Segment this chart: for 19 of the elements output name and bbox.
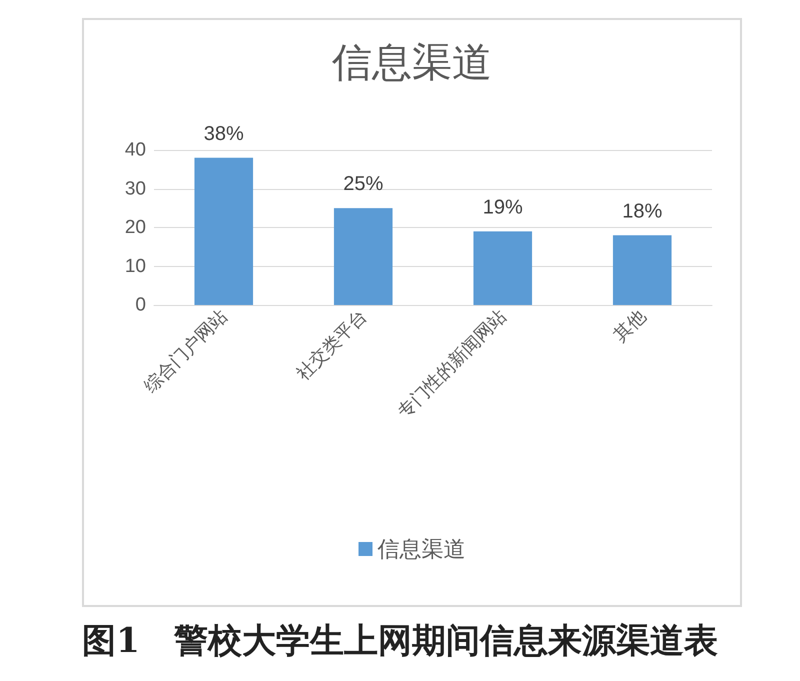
- y-tick-label: 40: [124, 140, 146, 160]
- y-tick-label: 20: [124, 217, 146, 238]
- caption: 图1 警校大学生上网期间信息来源渠道表: [81, 620, 719, 663]
- bar: [334, 208, 393, 305]
- y-tick-label: 30: [124, 178, 146, 200]
- x-tick-label: 社交类平台: [292, 306, 370, 384]
- x-tick-label: 其他: [610, 306, 650, 346]
- y-tick-label: 0: [135, 294, 146, 316]
- data-label: 25%: [343, 173, 384, 196]
- data-label: 18%: [622, 200, 662, 222]
- y-tick-label: 10: [124, 256, 146, 277]
- legend-label: 信息渠道: [378, 536, 466, 562]
- x-tick-label: 专门性的新闻网站: [394, 306, 510, 422]
- data-label: 19%: [482, 196, 523, 218]
- data-label: 38%: [204, 122, 244, 145]
- chart-title: 信息渠道: [332, 41, 492, 85]
- bar: [473, 231, 532, 305]
- bar: [194, 158, 254, 305]
- bar: [612, 235, 672, 305]
